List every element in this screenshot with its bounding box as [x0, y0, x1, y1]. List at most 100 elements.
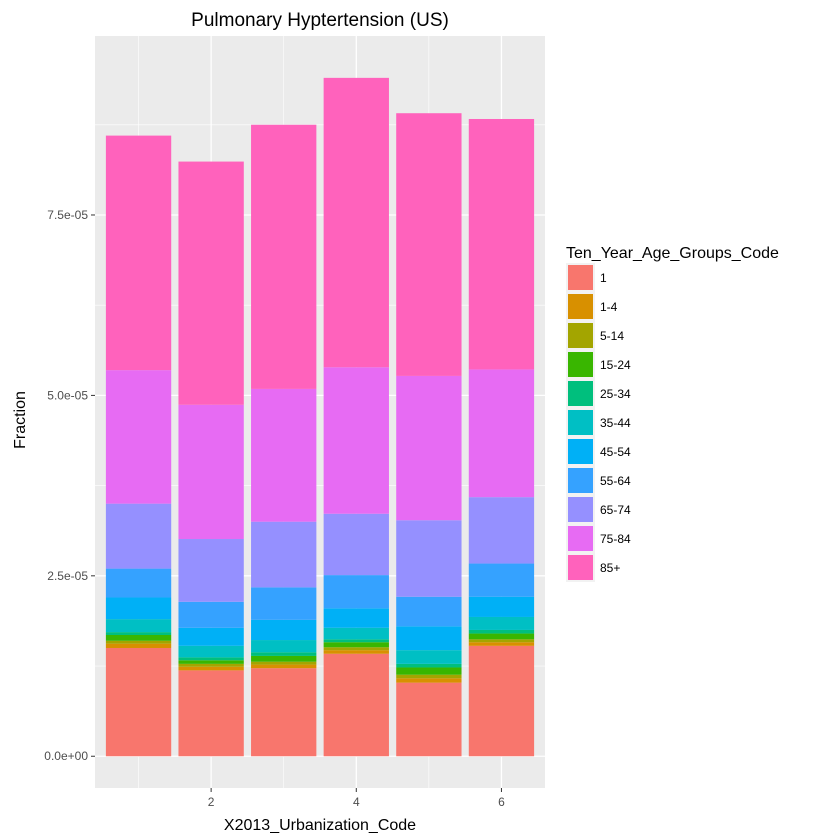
bar-segment-1	[396, 682, 462, 757]
bar-segment-75-84	[178, 404, 244, 540]
legend-item-35-44: 35-44	[566, 408, 631, 437]
bar-segment-35-44	[396, 650, 462, 664]
bar-segment-1-4	[105, 643, 172, 648]
legend: Ten_Year_Age_Groups_Code 1 1-4 5-14 15-24 25…	[566, 245, 779, 582]
bar-segment-1-4	[178, 666, 244, 671]
bar-segment-45-54	[396, 626, 462, 651]
legend-swatch	[568, 352, 593, 377]
bar-segment-1	[178, 670, 244, 757]
legend-label: 65-74	[600, 503, 631, 517]
bar-segment-15-24	[468, 633, 535, 640]
x-tick-label: 6	[498, 795, 505, 809]
bar-segment-1-4	[323, 650, 389, 654]
legend-label: 85+	[600, 561, 620, 575]
legend-swatch	[568, 410, 593, 435]
bar-segment-35-44	[468, 616, 535, 630]
bar-stack-2	[178, 161, 244, 757]
bar-segment-25-34	[323, 639, 389, 643]
y-tick-label: 7.5e-05	[47, 208, 88, 222]
bar-segment-45-54	[105, 597, 172, 620]
legend-item-1: 1	[566, 263, 607, 292]
bar-segment-85+	[468, 118, 535, 370]
legend-label: 1-4	[600, 300, 618, 314]
bar-segment-85+	[396, 113, 462, 376]
legend-swatch	[568, 265, 593, 290]
bar-segment-25-34	[251, 652, 317, 656]
y-tick-label: 0.0e+00	[44, 749, 88, 763]
x-axis: 2 4 6	[208, 788, 505, 809]
bar-stack-4	[323, 77, 389, 757]
x-tick-label: 2	[208, 795, 215, 809]
bar-segment-65-74	[468, 497, 535, 564]
x-axis-label: X2013_Urbanization_Code	[224, 817, 416, 834]
legend-swatch	[568, 497, 593, 522]
bar-segment-25-34	[178, 657, 244, 661]
bar-segment-65-74	[105, 503, 172, 569]
bar-segment-65-74	[178, 539, 244, 602]
legend-item-75-84: 75-84	[566, 524, 631, 553]
bar-segment-85+	[251, 124, 317, 389]
legend-swatch	[568, 323, 593, 348]
bar-segment-25-34	[468, 629, 535, 634]
bar-segment-55-64	[178, 601, 244, 628]
legend-item-55-64: 55-64	[566, 466, 631, 495]
bar-segment-75-84	[396, 375, 462, 521]
bar-segment-55-64	[468, 563, 535, 597]
bar-segment-1-4	[396, 678, 462, 683]
bar-segment-35-44	[323, 627, 389, 640]
bar-segment-75-84	[468, 369, 535, 498]
legend-label: 5-14	[600, 329, 624, 343]
bar-segment-15-24	[105, 635, 172, 641]
bar-segment-5-14	[178, 663, 244, 667]
legend-item-65-74: 65-74	[566, 495, 631, 524]
bar-segment-25-34	[396, 663, 462, 668]
bar-segment-15-24	[178, 660, 244, 664]
bar-stack-6	[468, 118, 535, 757]
bar-segment-1	[105, 647, 172, 757]
legend-swatch	[568, 468, 593, 493]
legend-swatch	[568, 294, 593, 319]
bar-segment-25-34	[105, 632, 172, 636]
bar-segment-45-54	[178, 627, 244, 646]
y-axis-label: Fraction	[12, 391, 29, 449]
legend-swatch	[568, 526, 593, 551]
legend-label: 75-84	[600, 532, 631, 546]
y-tick-label: 2.5e-05	[47, 569, 88, 583]
bar-segment-5-14	[396, 674, 462, 679]
x-tick-label: 4	[353, 795, 360, 809]
bar-segment-75-84	[251, 388, 317, 522]
legend-swatch	[568, 555, 593, 580]
bar-segment-65-74	[251, 521, 317, 588]
y-tick-label: 5.0e-05	[47, 388, 88, 402]
legend-swatch	[568, 439, 593, 464]
bar-segment-1-4	[468, 642, 535, 646]
bar-segment-15-24	[323, 642, 389, 648]
bar-segment-5-14	[251, 661, 317, 665]
bar-segment-35-44	[178, 645, 244, 658]
chart-title: Pulmonary Hyptertension (US)	[191, 10, 449, 31]
legend-label: 35-44	[600, 416, 631, 430]
bar-segment-55-64	[251, 587, 317, 620]
bar-segment-85+	[178, 161, 244, 405]
bar-segment-45-54	[468, 596, 535, 617]
legend-label: 45-54	[600, 445, 631, 459]
legend-item-25-34: 25-34	[566, 379, 631, 408]
legend-label: 1	[600, 271, 607, 285]
legend-item-5-14: 5-14	[566, 321, 624, 350]
legend-item-15-24: 15-24	[566, 350, 631, 379]
bar-segment-15-24	[396, 667, 462, 675]
bar-segment-5-14	[468, 639, 535, 643]
bar-segment-5-14	[105, 640, 172, 644]
bar-segment-65-74	[396, 520, 462, 597]
bar-segment-45-54	[251, 619, 317, 641]
y-axis: 0.0e+00 2.5e-05 5.0e-05 7.5e-05	[44, 208, 95, 763]
legend-title: Ten_Year_Age_Groups_Code	[566, 245, 779, 262]
bar-segment-75-84	[323, 367, 389, 514]
bar-stack-5	[396, 113, 462, 757]
legend-item-45-54: 45-54	[566, 437, 631, 466]
legend-label: 15-24	[600, 358, 631, 372]
bar-segment-1	[251, 668, 317, 757]
bar-segment-15-24	[251, 655, 317, 662]
bar-segment-1	[323, 653, 389, 757]
